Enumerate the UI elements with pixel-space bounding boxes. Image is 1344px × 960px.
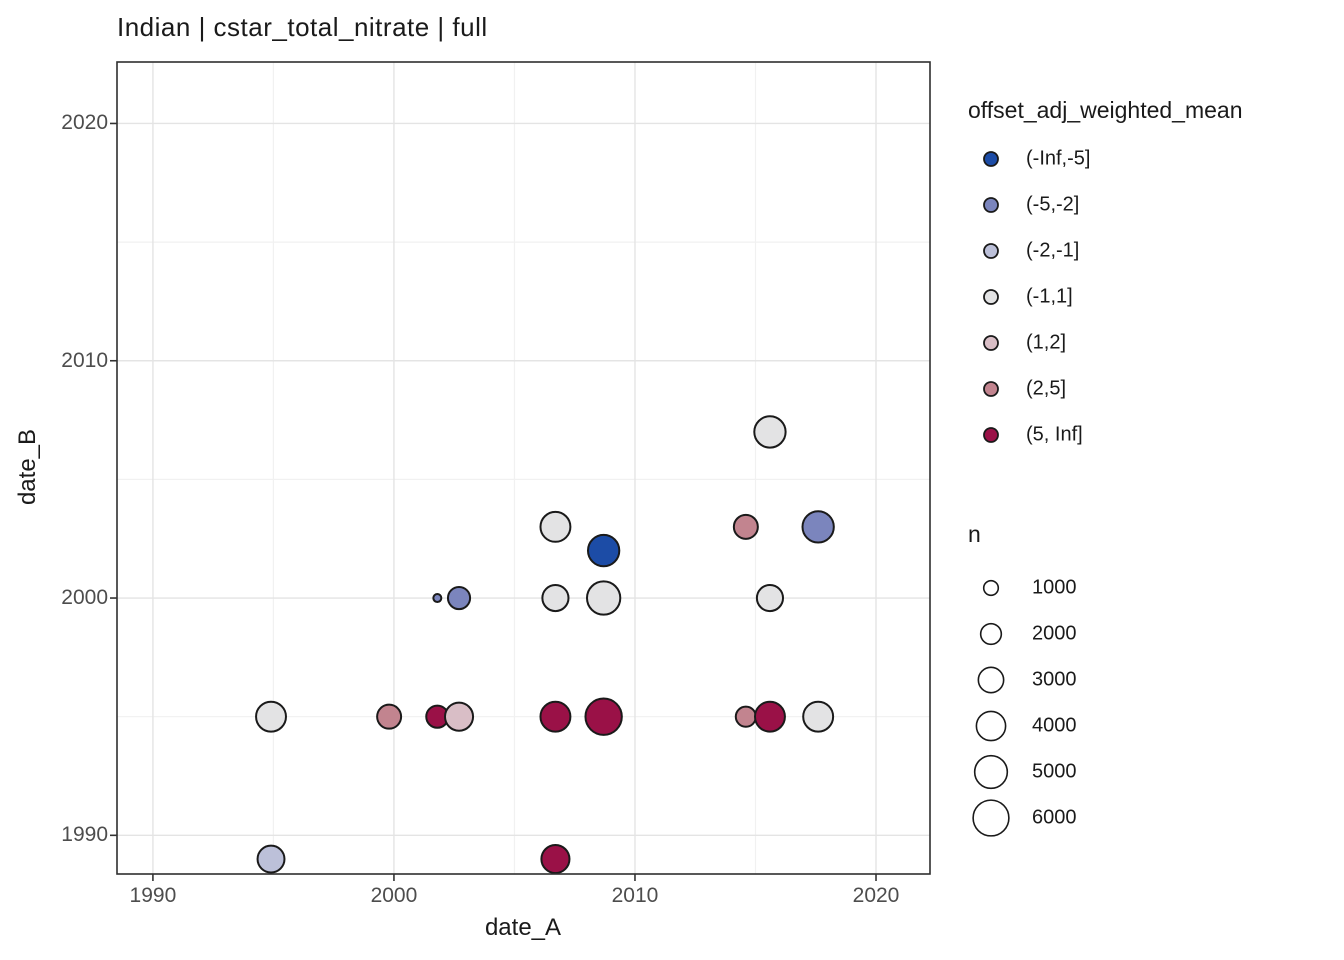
- size-legend-item-label: 6000: [1032, 806, 1077, 829]
- data-point: [376, 703, 403, 730]
- data-point: [732, 513, 759, 540]
- panel-background: [117, 62, 930, 874]
- x-axis-title: date_A: [484, 914, 562, 941]
- data-point: [753, 700, 786, 733]
- y-tick-label: 1990: [61, 823, 108, 847]
- size-legend-title: n: [968, 521, 981, 547]
- color-legend-item-label: (-Inf,-5]: [1026, 147, 1091, 170]
- size-legend-item-label: 3000: [1032, 668, 1077, 691]
- data-point: [539, 700, 572, 733]
- color-legend-key-icon: [983, 381, 999, 397]
- data-point: [541, 583, 570, 613]
- data-point: [584, 697, 623, 736]
- size-legend-key-icon: [975, 710, 1007, 742]
- panel-border: [116, 61, 931, 875]
- data-point: [432, 593, 443, 604]
- data-point: [801, 510, 835, 544]
- size-legend-key-icon: [982, 579, 1000, 597]
- data-point: [753, 415, 787, 449]
- x-tick-label: 2010: [611, 884, 659, 907]
- color-legend-item-label: (-5,-2]: [1026, 193, 1080, 216]
- color-legend-title: offset_adj_weighted_mean: [968, 97, 1243, 123]
- color-legend-item-label: (1,2]: [1026, 331, 1067, 354]
- y-axis-title: date_B: [14, 428, 41, 506]
- x-tick-label: 1990: [129, 884, 177, 907]
- color-legend-key-icon: [983, 427, 999, 443]
- y-tick-label: 2020: [61, 111, 108, 135]
- data-point: [540, 844, 571, 875]
- color-legend-key-icon: [983, 197, 999, 213]
- y-tick-label: 2000: [61, 586, 108, 610]
- chart-title: Indian | cstar_total_nitrate | full: [117, 12, 488, 42]
- size-legend-item-label: 4000: [1032, 714, 1077, 737]
- data-point: [446, 585, 472, 611]
- data-point: [255, 700, 287, 733]
- x-tick-label: 2020: [852, 884, 900, 907]
- size-legend-key-icon: [973, 754, 1009, 790]
- color-legend-item-label: (-2,-1]: [1026, 239, 1080, 262]
- data-point: [586, 533, 621, 568]
- x-tick-label: 2000: [370, 884, 418, 907]
- data-point: [734, 705, 757, 728]
- size-legend-key-icon: [979, 622, 1003, 646]
- data-point: [802, 700, 835, 733]
- data-point: [755, 583, 785, 613]
- color-legend-key-icon: [983, 151, 999, 167]
- data-point: [585, 580, 622, 616]
- size-legend-item-label: 2000: [1032, 622, 1077, 645]
- data-point: [539, 510, 572, 543]
- color-legend-item-label: (2,5]: [1026, 377, 1067, 400]
- color-legend-key-icon: [983, 335, 999, 351]
- y-tick-label: 2010: [61, 348, 108, 372]
- color-legend-item-label: (5, Inf]: [1026, 423, 1083, 446]
- data-point: [256, 844, 286, 874]
- color-legend-item-label: (-1,1]: [1026, 285, 1073, 308]
- data-point: [443, 701, 475, 732]
- size-legend-item-label: 5000: [1032, 760, 1077, 783]
- size-legend-key-icon: [977, 666, 1005, 694]
- color-legend-key-icon: [983, 289, 999, 305]
- color-legend-key-icon: [983, 243, 999, 259]
- size-legend-key-icon: [972, 799, 1010, 837]
- size-legend-item-label: 1000: [1032, 576, 1077, 599]
